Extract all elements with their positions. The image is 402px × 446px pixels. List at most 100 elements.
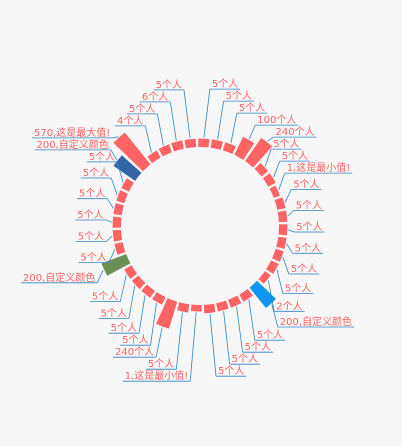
slice-label: 1,这是最小值! — [287, 161, 351, 174]
slice-label: 5个人 — [77, 209, 103, 221]
leader-line — [273, 160, 281, 178]
slice — [274, 197, 286, 210]
leader-line — [119, 274, 127, 302]
slice-label: 5个人 — [81, 252, 107, 264]
slice — [177, 302, 190, 313]
slice-label: 200,自定义颜色 — [280, 315, 352, 328]
slice — [141, 284, 155, 298]
slice — [239, 288, 253, 302]
leader-line — [209, 313, 217, 377]
slice — [228, 295, 242, 308]
slice — [210, 139, 223, 150]
slice — [152, 292, 166, 305]
slice-label: 5个人 — [92, 291, 118, 303]
slice-label: 5个人 — [148, 358, 174, 370]
leader-line — [288, 229, 295, 233]
slice — [158, 144, 172, 157]
slice-label: 2个人 — [276, 300, 302, 312]
leader-line — [145, 125, 152, 153]
slice — [254, 162, 269, 177]
leader-line — [96, 269, 104, 283]
slice — [216, 300, 229, 312]
leader-line — [110, 149, 118, 161]
slice — [101, 254, 131, 276]
leader-line — [138, 295, 146, 334]
slice-label: 100个人 — [257, 114, 296, 126]
slice-label: 5个人 — [296, 221, 322, 233]
slice — [113, 203, 124, 216]
slice — [121, 178, 134, 192]
slice — [245, 137, 273, 168]
slice-label: 5个人 — [89, 151, 115, 163]
slice — [113, 155, 142, 181]
slice — [190, 304, 202, 312]
leader-line — [105, 219, 112, 223]
slice-label: 5个人 — [273, 138, 299, 150]
slice-label: 5个人 — [212, 78, 238, 90]
slice-label: 1,这是最小值! — [125, 369, 189, 382]
leader-line — [284, 189, 292, 203]
leader-lines-group — [21, 88, 355, 382]
leader-line — [169, 101, 177, 141]
slice-label: 5个人 — [122, 334, 148, 346]
slice-label: 6个人 — [142, 91, 168, 103]
slice-label: 5个人 — [78, 231, 104, 243]
leader-line — [203, 89, 211, 138]
slice — [147, 150, 161, 164]
leader-line — [264, 148, 272, 167]
leader-line — [287, 210, 295, 217]
slice-label: 4个人 — [117, 115, 143, 127]
labels-group: 5个人5个人5个人100个人240个人5个人5个人1,这是最小值!5个人5个人5… — [23, 78, 352, 382]
slice — [276, 236, 287, 249]
leader-line — [271, 304, 279, 328]
leader-line — [128, 285, 136, 319]
slice — [131, 275, 146, 290]
slice — [113, 132, 151, 172]
slice-label: 570,这是最大值! — [34, 126, 110, 139]
leader-line — [116, 161, 124, 183]
slice — [277, 210, 288, 223]
slice-label: 240个人 — [276, 126, 315, 138]
slice — [156, 298, 178, 329]
slice — [272, 248, 284, 262]
slice-label: 5个人 — [79, 188, 105, 200]
slice-label: 5个人 — [232, 353, 258, 365]
slices-group — [101, 132, 288, 329]
leader-line — [150, 302, 157, 346]
slice-label: 5个人 — [218, 365, 244, 377]
leader-line — [105, 235, 113, 242]
slice-label: 5个人 — [101, 308, 127, 320]
slice — [266, 260, 279, 274]
leader-line — [107, 198, 114, 209]
slice — [203, 303, 216, 314]
slice — [116, 190, 128, 204]
leader-line — [267, 136, 274, 142]
slice — [262, 173, 276, 187]
slice — [258, 271, 271, 284]
slice-label: 5个人 — [226, 90, 252, 102]
leader-line — [183, 89, 191, 139]
leader-line — [267, 280, 275, 312]
leader-line — [278, 172, 286, 191]
slice — [112, 216, 122, 228]
slice-label: 200,自定义颜色 — [23, 271, 95, 284]
slice-label: 240个人 — [115, 346, 154, 358]
leader-line — [110, 177, 118, 196]
leader-line — [189, 312, 197, 382]
leader-line — [276, 269, 284, 294]
leader-line — [217, 101, 224, 140]
slice-label: 5个人 — [129, 103, 155, 115]
leader-line — [286, 243, 293, 254]
slice — [184, 138, 197, 149]
slice-label: 5个人 — [293, 178, 319, 190]
slice-label: 5个人 — [291, 263, 317, 275]
slice-label: 5个人 — [239, 102, 265, 114]
leader-line — [248, 299, 256, 341]
slice — [112, 229, 123, 242]
slice — [249, 280, 276, 309]
leader-line — [248, 124, 256, 140]
slice — [171, 140, 184, 152]
slice-label: 5个人 — [295, 242, 321, 254]
